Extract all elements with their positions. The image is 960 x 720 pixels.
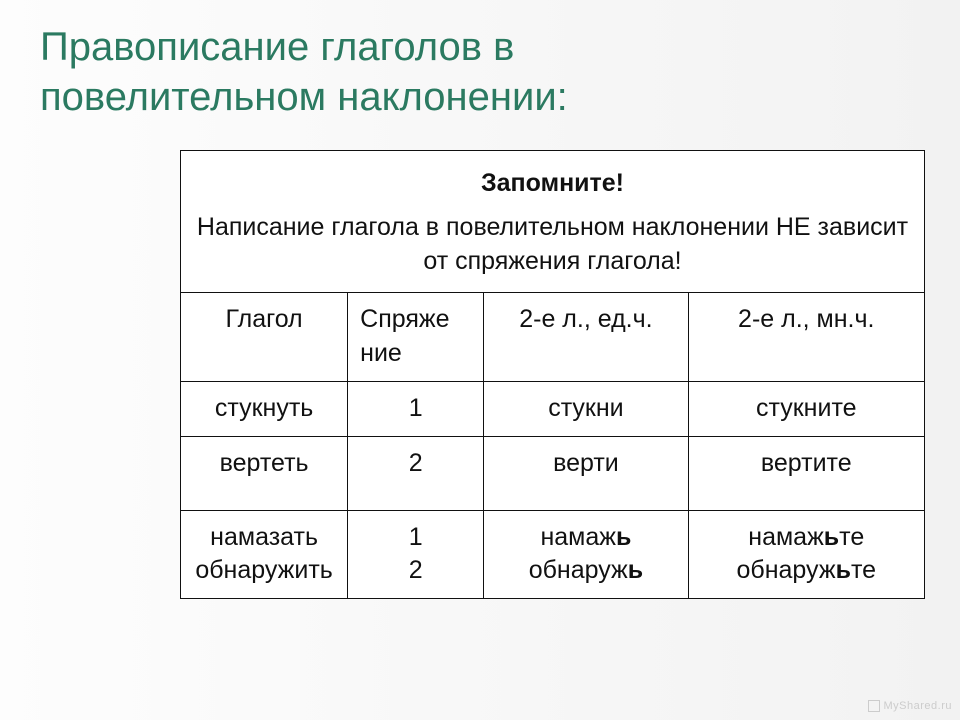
watermark: MyShared.ru [868, 700, 952, 712]
table-header-sub: Написание глагола в повелительном наклон… [181, 211, 925, 293]
watermark-text: MyShared.ru [884, 700, 952, 712]
sg2-pre: обнаруж [529, 556, 628, 584]
cell-conj: 2 [348, 436, 484, 510]
conj-1: 1 [409, 523, 423, 551]
col-pl: 2-е л., мн.ч. [688, 293, 924, 382]
pl1-b: ь [824, 523, 839, 551]
slide-title: Правописание глаголов в повелительном на… [0, 0, 960, 122]
sg1-b: ь [616, 523, 631, 551]
cell-sg: намажь обнаружь [484, 510, 688, 599]
table-row-last: намазать обнаружить 1 2 намажь обнаружь … [181, 510, 925, 599]
title-line-1: Правописание глаголов в [40, 25, 514, 69]
column-header-row: Глагол Спряже ние 2-е л., ед.ч. 2-е л., … [181, 293, 925, 382]
table-row: стукнуть 1 стукни стукните [181, 381, 925, 436]
rules-table-container: Запомните! Написание глагола в повелител… [180, 150, 925, 599]
watermark-icon [868, 700, 880, 712]
col-sg: 2-е л., ед.ч. [484, 293, 688, 382]
cell-verb: стукнуть [181, 381, 348, 436]
cell-conj: 1 [348, 381, 484, 436]
col-conj-l2: ние [360, 339, 402, 367]
pl1-post: те [839, 523, 864, 551]
cell-sg: стукни [484, 381, 688, 436]
verb-1: намазать [210, 523, 318, 551]
table-header-top: Запомните! [181, 151, 925, 211]
cell-conj: 1 2 [348, 510, 484, 599]
title-line-2: повелительном наклонении: [40, 75, 568, 119]
cell-pl: намажьте обнаружьте [688, 510, 924, 599]
col-conj: Спряже ние [348, 293, 484, 382]
pl2-pre: обнаруж [737, 556, 836, 584]
verb-2: обнаружить [195, 556, 333, 584]
cell-sg: верти [484, 436, 688, 510]
cell-verb: вертеть [181, 436, 348, 510]
sg2-b: ь [628, 556, 643, 584]
pl2-post: те [851, 556, 876, 584]
rules-table: Запомните! Написание глагола в повелител… [180, 150, 925, 599]
pl1-pre: намаж [748, 523, 824, 551]
cell-pl: вертите [688, 436, 924, 510]
conj-2: 2 [409, 556, 423, 584]
cell-verb: намазать обнаружить [181, 510, 348, 599]
col-conj-l1: Спряже [360, 305, 449, 333]
table-row: вертеть 2 верти вертите [181, 436, 925, 510]
sg1-pre: намаж [540, 523, 616, 551]
pl2-b: ь [836, 556, 851, 584]
col-verb: Глагол [181, 293, 348, 382]
cell-pl: стукните [688, 381, 924, 436]
